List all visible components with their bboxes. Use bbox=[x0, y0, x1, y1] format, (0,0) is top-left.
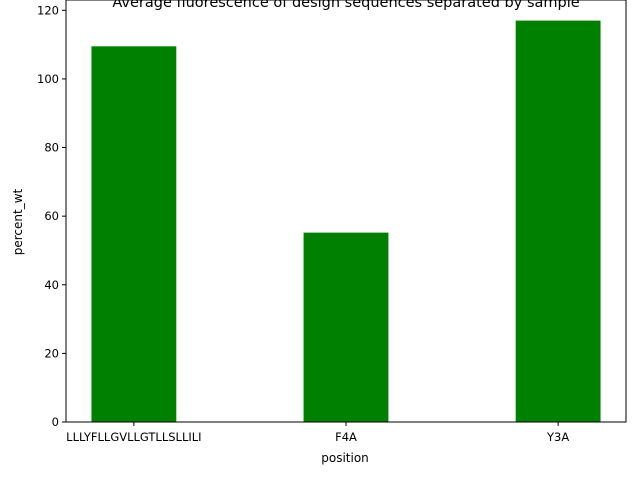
plot-area: 0 20 40 60 80 100 120 LLLYFLLGVLLGTLLSLLILI F4A… bbox=[37, 0, 627, 444]
y-tick-label: 20 bbox=[44, 346, 59, 360]
x-tick-label: F4A bbox=[335, 430, 357, 444]
x-tick-label: LLLYFLLGVLLGTLLSLLILI bbox=[66, 430, 201, 444]
y-tick-label: 100 bbox=[37, 72, 59, 86]
bars-group bbox=[91, 20, 601, 423]
y-tick-label: 60 bbox=[44, 209, 59, 223]
plot-frame bbox=[65, 0, 627, 423]
bar-lllyfllgvllgtllsllili bbox=[91, 46, 177, 422]
bar-y3a bbox=[515, 20, 601, 423]
bar-f4a bbox=[303, 232, 389, 422]
y-tick-label: 0 bbox=[52, 415, 59, 429]
chart-title: Average fluorescence of design sequences… bbox=[112, 0, 579, 11]
y-tick-label: 80 bbox=[44, 141, 59, 155]
y-tick-label: 40 bbox=[44, 278, 59, 292]
y-tick-label: 120 bbox=[37, 3, 59, 17]
y-axis: 0 20 40 60 80 100 120 bbox=[37, 3, 66, 429]
y-axis-label: percent_wt bbox=[11, 188, 25, 255]
x-tick-label: Y3A bbox=[546, 430, 569, 444]
x-axis: LLLYFLLGVLLGTLLSLLILI F4A Y3A bbox=[66, 422, 569, 444]
x-axis-label: position bbox=[321, 451, 369, 465]
